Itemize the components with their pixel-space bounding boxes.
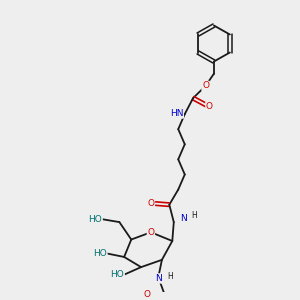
Text: O: O <box>202 81 209 90</box>
Text: HO: HO <box>88 215 102 224</box>
Text: HN: HN <box>170 109 183 118</box>
Text: O: O <box>147 199 155 208</box>
Text: HO: HO <box>110 270 124 279</box>
Text: N: N <box>155 274 162 283</box>
Text: O: O <box>206 102 213 111</box>
Text: O: O <box>147 228 155 237</box>
Text: H: H <box>167 272 173 280</box>
Text: N: N <box>180 214 187 223</box>
Text: O: O <box>143 290 151 299</box>
Text: H: H <box>191 211 197 220</box>
Text: HO: HO <box>93 249 107 258</box>
